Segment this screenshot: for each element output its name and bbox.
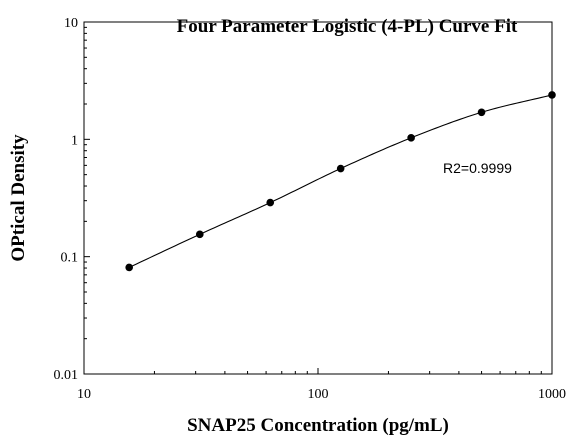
x-tick-label: 10 <box>77 387 91 402</box>
plot-frame <box>83 21 553 375</box>
data-point <box>548 91 556 99</box>
y-tick-label: 10 <box>64 16 78 31</box>
data-point <box>195 230 204 239</box>
y-axis-label: OPtical Density <box>8 134 29 262</box>
fit-curve <box>128 94 553 268</box>
y-tick-label: 0.1 <box>61 251 79 266</box>
x-axis-label: SNAP25 Concentration (pg/mL) <box>187 415 449 436</box>
data-point <box>336 164 345 173</box>
data-point <box>125 263 133 272</box>
data-point <box>477 108 486 117</box>
r-squared-annotation: R2=0.9999 <box>443 160 512 176</box>
y-tick-label: 0.01 <box>54 368 79 383</box>
x-axis-ticks: 10 100 1000 <box>77 368 566 402</box>
data-point <box>266 198 275 207</box>
x-tick-label: 100 <box>308 387 329 402</box>
y-tick-label: 1 <box>71 133 78 148</box>
chart-title: Four Parameter Logistic (4-PL) Curve Fit <box>177 16 518 37</box>
x-tick-label: 1000 <box>538 387 566 402</box>
y-axis-ticks: 0.01 0.1 1 10 <box>54 16 90 383</box>
data-points <box>125 91 556 272</box>
data-point <box>407 134 415 142</box>
